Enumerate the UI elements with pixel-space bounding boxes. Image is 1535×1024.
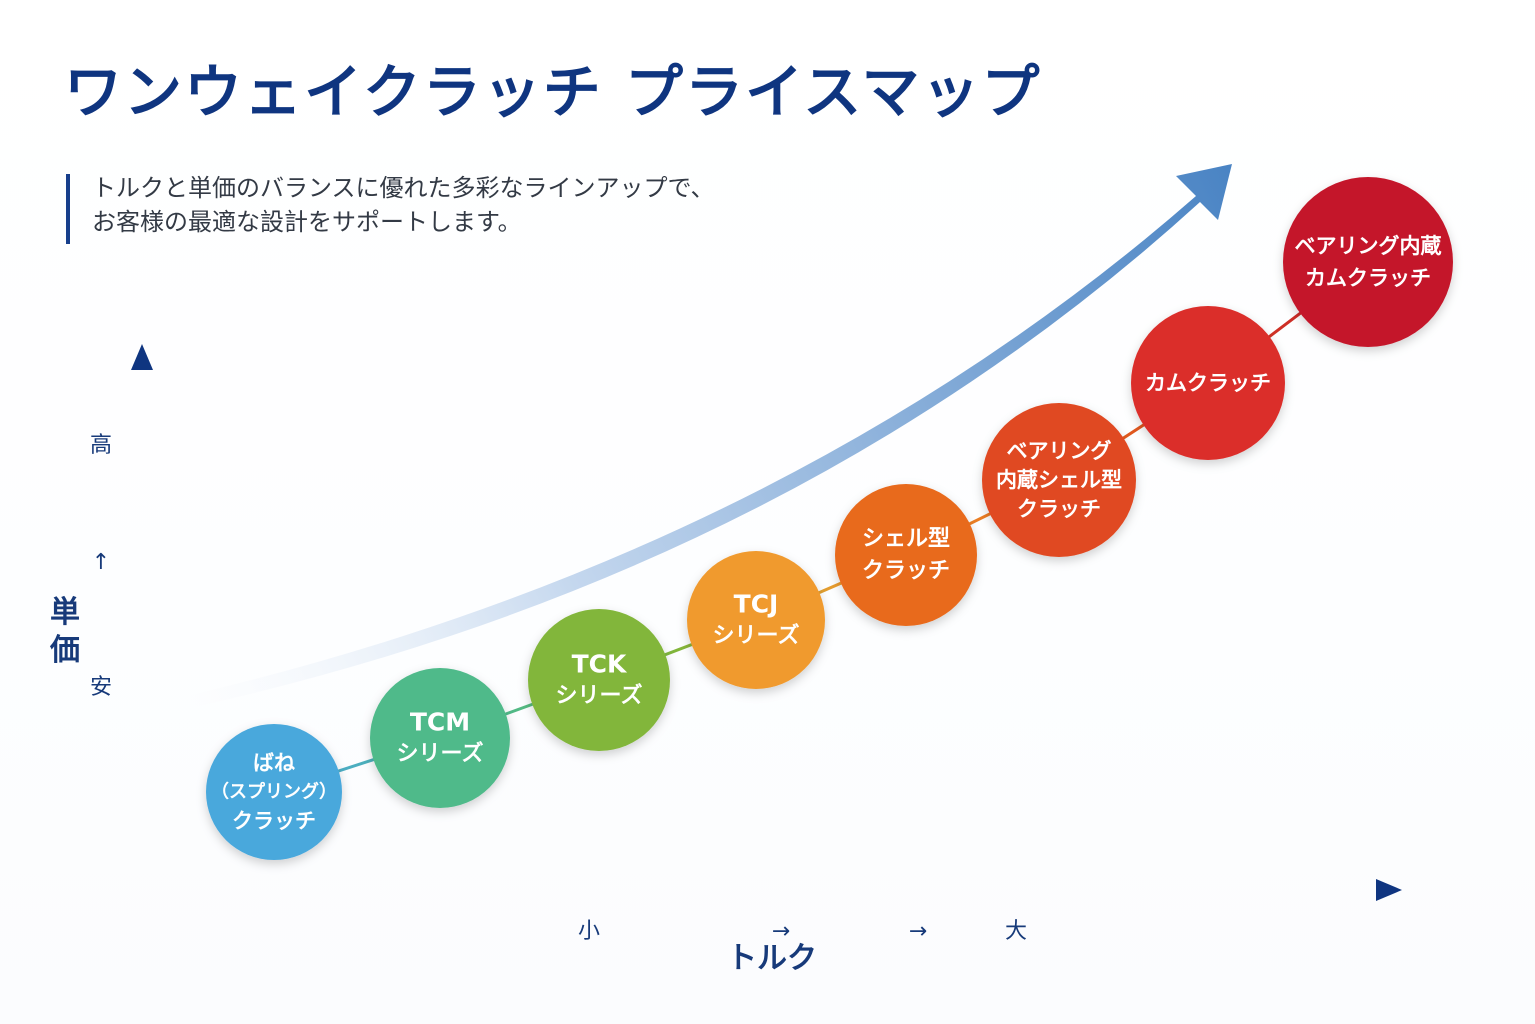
product-node-label: ベアリング内蔵 <box>1295 234 1442 258</box>
product-node-circle <box>528 609 670 751</box>
y-axis <box>131 344 153 892</box>
subtitle-line-2: お客様の最適な設計をサポートします。 <box>92 208 522 236</box>
y-axis-arrow: ↑ <box>92 550 110 575</box>
x-axis-arrow-1: → <box>772 919 790 944</box>
y-axis-title-top: 単 <box>50 595 80 630</box>
x-axis-arrow-2: → <box>909 919 927 944</box>
product-node-label: 内蔵シェル型 <box>996 468 1122 492</box>
x-axis <box>140 879 1402 901</box>
product-node-7: カムクラッチ <box>1131 306 1285 460</box>
product-node-label: TCJ <box>734 590 779 619</box>
product-node-label: クラッチ <box>232 809 316 833</box>
product-node-3: TCK シリーズ <box>528 609 670 751</box>
product-node-label: ベアリング <box>1007 439 1112 463</box>
product-node-1: ばね （スプリング） クラッチ <box>206 724 342 860</box>
page-title: ワンウェイクラッチ プライスマップ <box>64 58 1042 126</box>
x-axis-small-label: 小 <box>578 919 600 944</box>
product-node-label: クラッチ <box>1017 497 1101 521</box>
y-axis-title-bottom: 価 <box>49 633 80 668</box>
product-node-label: ばね <box>253 751 295 775</box>
y-axis-low-label: 安 <box>90 675 112 700</box>
product-nodes: ばね（スプリング）クラッチTCMシリーズTCKシリーズTCJシリーズシェル型クラ… <box>206 177 1453 860</box>
product-node-2: TCM シリーズ <box>370 668 510 808</box>
product-node-label: シリーズ <box>713 623 800 649</box>
product-node-label: シェル型 <box>862 527 950 552</box>
product-node-label: TCM <box>410 708 470 737</box>
product-node-label: TCK <box>572 650 628 679</box>
product-node-circle <box>206 724 342 860</box>
subtitle-line-1: トルクと単価のバランスに優れた多彩なラインアップで、 <box>92 174 715 202</box>
product-node-circle <box>982 403 1136 557</box>
product-node-circle <box>1131 306 1285 460</box>
product-node-label: カムクラッチ <box>1145 371 1271 395</box>
x-axis-large-label: 大 <box>1005 919 1027 944</box>
product-node-circle <box>1283 177 1453 347</box>
subtitle: トルクと単価のバランスに優れた多彩なラインアップで、 お客様の最適な設計をサポー… <box>66 174 715 244</box>
product-node-label: クラッチ <box>862 559 950 584</box>
product-node-label: シリーズ <box>397 741 484 767</box>
product-node-label: カムクラッチ <box>1305 266 1431 290</box>
product-node-circle <box>370 668 510 808</box>
product-node-circle <box>687 551 825 689</box>
product-node-label: （スプリング） <box>211 781 337 803</box>
y-axis-high-label: 高 <box>90 433 112 458</box>
x-axis-title: トルク <box>727 941 817 976</box>
product-node-circle <box>835 484 977 626</box>
product-node-4: TCJ シリーズ <box>687 551 825 689</box>
product-node-label: シリーズ <box>556 683 643 709</box>
